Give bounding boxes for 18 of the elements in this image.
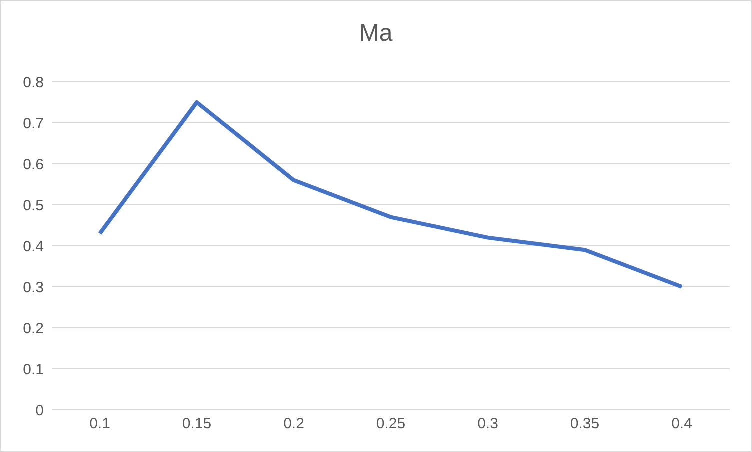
x-tick-label: 0.4 [672, 416, 692, 433]
chart-title: Ma [358, 20, 394, 48]
x-tick-label: 0.35 [570, 416, 600, 433]
y-tick-label: 0.2 [23, 320, 44, 338]
y-tick-label: 0.6 [23, 156, 44, 174]
x-tick-label: 0.1 [90, 416, 110, 433]
y-tick-label: 0.7 [23, 115, 44, 132]
y-tick-label: 0.5 [23, 197, 44, 214]
x-tick-label: 0.3 [478, 416, 498, 433]
y-tick-label: 0.1 [23, 361, 44, 378]
x-tick-label: 0.25 [376, 416, 406, 433]
y-tick-label: 0 [36, 402, 44, 420]
y-tick-label: 0.8 [23, 74, 44, 92]
y-tick-label: 0.3 [23, 279, 44, 296]
y-tick-label: 0.4 [23, 238, 44, 256]
line-series [98, 100, 684, 289]
x-tick-label: 0.2 [284, 416, 304, 433]
x-tick-label: 0.15 [182, 416, 212, 433]
